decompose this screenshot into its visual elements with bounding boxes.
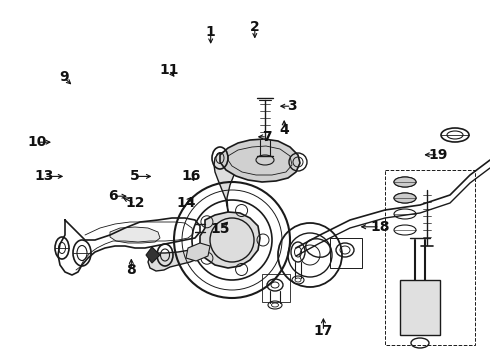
- Polygon shape: [110, 227, 160, 243]
- Polygon shape: [148, 248, 200, 271]
- Text: 12: 12: [125, 197, 145, 210]
- Text: 6: 6: [108, 189, 118, 203]
- Polygon shape: [214, 152, 236, 212]
- Polygon shape: [200, 212, 260, 268]
- Text: 9: 9: [59, 71, 69, 84]
- Polygon shape: [220, 139, 300, 182]
- Text: 11: 11: [159, 63, 179, 77]
- Text: 5: 5: [130, 170, 140, 183]
- Polygon shape: [146, 247, 160, 263]
- Bar: [385, 170, 475, 345]
- Text: 10: 10: [27, 135, 47, 149]
- Text: 19: 19: [429, 148, 448, 162]
- Text: 2: 2: [250, 20, 260, 34]
- Ellipse shape: [394, 177, 416, 187]
- Text: 15: 15: [211, 222, 230, 235]
- Text: 16: 16: [181, 170, 201, 183]
- Text: 17: 17: [314, 324, 333, 338]
- Text: 13: 13: [34, 170, 54, 183]
- Text: 4: 4: [279, 123, 289, 136]
- Text: 8: 8: [126, 263, 136, 277]
- Text: 14: 14: [176, 197, 196, 210]
- Text: 3: 3: [287, 99, 296, 113]
- Polygon shape: [400, 280, 440, 335]
- Polygon shape: [186, 243, 210, 261]
- Text: 18: 18: [370, 220, 390, 234]
- Text: 7: 7: [262, 130, 272, 144]
- Ellipse shape: [394, 193, 416, 203]
- Text: 1: 1: [206, 26, 216, 39]
